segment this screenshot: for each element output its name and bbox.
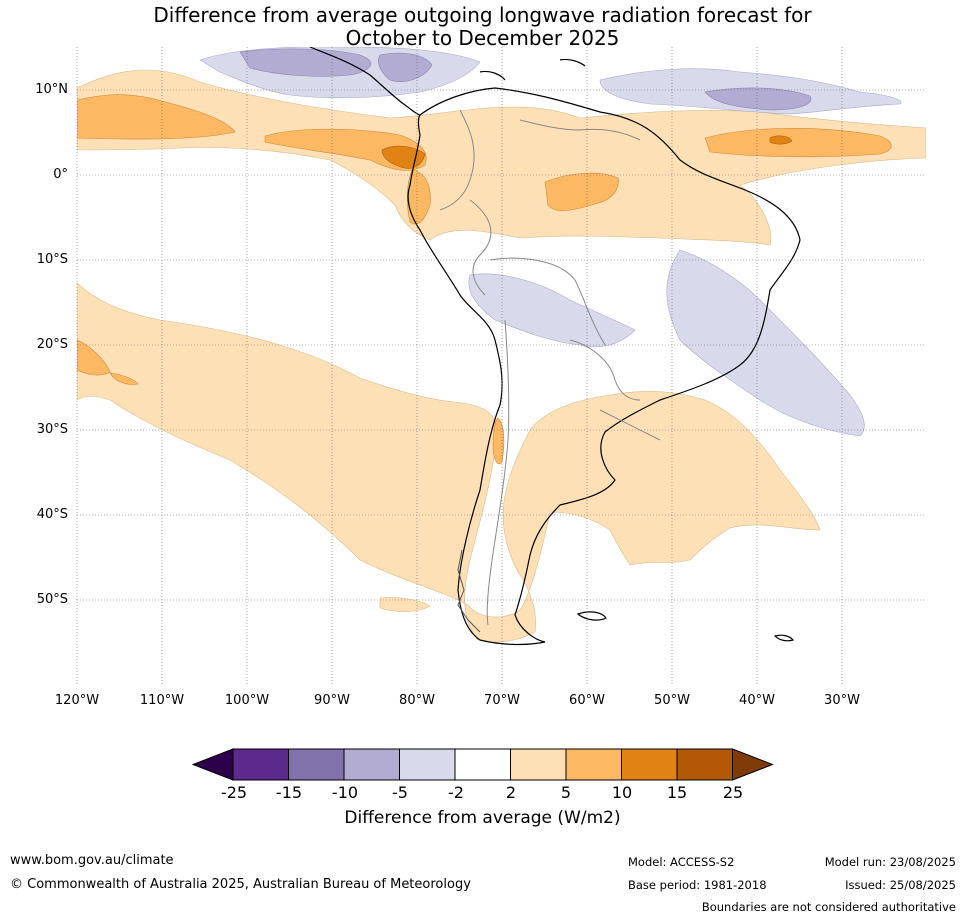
positive-anomaly-south-pacific-core (77, 339, 139, 385)
positive-anomaly-colombia-coast (264, 128, 427, 171)
colorbar-tick: -10 (331, 783, 359, 802)
model-run-date: Model run: 23/08/2025 (824, 855, 956, 869)
colorbar-extension-low (191, 748, 234, 781)
negative-anomaly-brazil (666, 249, 865, 437)
base-period: Base period: 1981-2018 (628, 878, 767, 892)
colorbar-segment (232, 748, 289, 781)
lat-label-10n: 10°N (35, 82, 68, 97)
lon-label-40w: 40°W (739, 693, 775, 708)
colorbar-tick: 5 (560, 783, 572, 802)
lon-label-110w: 110°W (139, 693, 185, 708)
falkland-islands (576, 611, 607, 621)
colorbar-tick: -25 (220, 783, 248, 802)
colorbar-segment (343, 748, 400, 781)
graticule (76, 47, 926, 685)
colorbar-segment (510, 748, 567, 781)
border-peru-brazil (469, 199, 492, 296)
border-chile-argentina (486, 319, 510, 626)
colorbar-tick: 25 (722, 783, 744, 802)
title-line-2: October to December 2025 (345, 26, 620, 50)
central-america-coastline (309, 47, 421, 116)
anomaly-fields (77, 47, 926, 643)
negative-anomaly-bolivia (468, 273, 636, 348)
colorbar-segment (399, 748, 456, 781)
colorbar-tick: 10 (611, 783, 633, 802)
lat-label-20s: 20°S (36, 337, 68, 352)
lat-label-0: 0° (53, 167, 68, 182)
country-borders (439, 109, 661, 626)
border-colombia-venezuela (439, 109, 475, 211)
negative-anomaly-central-america (239, 48, 372, 77)
lat-label-50s: 50°S (36, 592, 68, 607)
model-name: Model: ACCESS-S2 (628, 855, 735, 869)
south-georgia-island (773, 634, 795, 642)
border-uruguay (599, 409, 661, 441)
website-link[interactable]: www.bom.gov.au/climate (10, 853, 174, 868)
border-paraguay (569, 339, 641, 401)
colorbar-title: Difference from average (W/m2) (344, 808, 621, 828)
colorbar-tick: 2 (505, 783, 517, 802)
coastlines (309, 47, 801, 646)
colorbar-segment (454, 748, 511, 781)
positive-anomaly-patagonia (379, 597, 431, 612)
colorbar-extension-high (732, 748, 774, 781)
colorbar-tick: -2 (448, 783, 464, 802)
positive-anomaly-amazon (544, 172, 619, 211)
border-bolivia (489, 257, 606, 346)
issued-date: Issued: 25/08/2025 (845, 878, 956, 892)
positive-anomaly-atlantic (704, 128, 892, 158)
positive-anomaly-tropical-band (77, 69, 926, 246)
title-line-1: Difference from average outgoing longwav… (153, 3, 812, 27)
lon-label-90w: 90°W (314, 693, 350, 708)
colorbar-segment (565, 748, 622, 781)
colorbar-segment (676, 748, 733, 781)
lon-label-30w: 30°W (824, 693, 860, 708)
lon-label-60w: 60°W (569, 693, 605, 708)
colorbar-segment (288, 748, 345, 781)
positive-anomaly-strong-atlantic (769, 135, 793, 145)
lon-label-50w: 50°W (654, 693, 690, 708)
border-guianas (519, 119, 641, 141)
negative-anomaly-venezuela (378, 52, 433, 82)
colorbar (191, 748, 774, 781)
south-america-coastline (407, 87, 801, 646)
boundaries-disclaimer: Boundaries are not considered authoritat… (701, 900, 956, 914)
positive-anomaly-eastern-pacific-core (77, 94, 236, 140)
colorbar-tick: -5 (392, 783, 408, 802)
chile-fjords (457, 549, 481, 633)
lat-label-10s: 10°S (36, 252, 68, 267)
lon-label-80w: 80°W (399, 693, 435, 708)
colorbar-tick: 15 (666, 783, 688, 802)
colorbar-segment (621, 748, 678, 781)
lat-label-40s: 40°S (36, 507, 68, 522)
colorbar-tick: -15 (275, 783, 303, 802)
lon-label-70w: 70°W (484, 693, 520, 708)
lon-label-100w: 100°W (224, 693, 270, 708)
caribbean-islands (479, 58, 586, 81)
lon-label-120w: 120°W (54, 693, 100, 708)
map-title: Difference from average outgoing longwav… (0, 4, 965, 50)
lat-label-30s: 30°S (36, 422, 68, 437)
positive-anomaly-ecuador (406, 169, 431, 225)
negative-anomaly-guyana-sea (704, 87, 812, 111)
copyright-text: © Commonwealth of Australia 2025, Austra… (10, 877, 471, 892)
positive-anomaly-chile (492, 417, 505, 465)
